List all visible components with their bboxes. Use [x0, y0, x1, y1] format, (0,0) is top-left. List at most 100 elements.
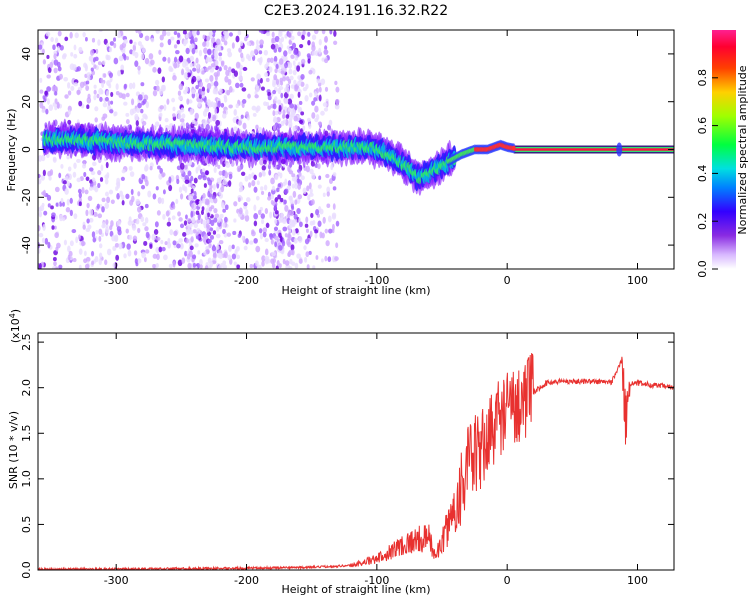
noise-speck	[105, 226, 109, 234]
noise-speck	[172, 113, 176, 118]
noise-speck	[220, 200, 224, 208]
colorbar-tick-label: 0.8	[696, 69, 709, 87]
noise-speck	[84, 263, 90, 269]
ridge-mark	[616, 142, 623, 157]
noise-speck	[318, 94, 322, 102]
noise-speck	[141, 120, 147, 126]
chart-title: C2E3.2024.191.16.32.R22	[264, 3, 448, 19]
noise-speck	[256, 73, 261, 81]
noise-speck	[54, 105, 58, 111]
noise-speck	[205, 249, 210, 255]
noise-speck	[54, 186, 60, 193]
noise-speck	[183, 59, 187, 64]
noise-speck	[137, 65, 141, 71]
noise-speck	[288, 68, 293, 75]
noise-speck	[213, 53, 218, 61]
noise-speck	[63, 239, 68, 246]
noise-speck	[83, 250, 87, 257]
noise-speck	[168, 176, 172, 184]
noise-speck	[126, 243, 131, 250]
noise-speck	[238, 75, 243, 81]
noise-speck	[46, 86, 52, 92]
noise-speck	[218, 189, 222, 196]
spectrogram-y-tick-label: 40	[20, 47, 33, 61]
noise-speck	[76, 66, 81, 72]
noise-speck	[178, 83, 184, 91]
noise-speck	[155, 186, 159, 191]
noise-speck	[177, 211, 181, 217]
noise-speck	[85, 80, 90, 85]
noise-speck	[281, 240, 286, 247]
noise-speck	[40, 174, 45, 181]
noise-speck	[285, 76, 290, 82]
noise-speck	[86, 218, 90, 224]
noise-speck	[159, 167, 163, 174]
noise-speck	[237, 233, 242, 238]
noise-speck	[123, 39, 128, 44]
noise-speck	[41, 108, 46, 114]
noise-speck	[300, 175, 305, 181]
noise-speck	[318, 39, 322, 46]
noise-speck	[204, 213, 208, 221]
noise-speck	[140, 216, 145, 223]
noise-speck	[217, 100, 221, 108]
noise-speck	[76, 89, 81, 95]
noise-speck	[172, 204, 176, 210]
noise-speck	[297, 91, 301, 98]
noise-speck	[41, 48, 45, 55]
noise-speck	[204, 265, 209, 269]
noise-speck	[314, 91, 318, 97]
noise-speck	[183, 220, 188, 226]
noise-speck	[260, 86, 265, 91]
noise-speck	[177, 259, 183, 267]
noise-speck	[64, 94, 69, 99]
noise-speck	[327, 256, 332, 263]
noise-speck	[253, 220, 258, 227]
noise-speck	[250, 77, 255, 82]
noise-speck	[270, 258, 275, 264]
noise-speck	[152, 263, 156, 269]
noise-speck	[102, 221, 106, 228]
noise-speck	[303, 245, 307, 251]
noise-speck	[196, 30, 200, 36]
noise-speck	[191, 47, 196, 55]
snr-y-multiplier-exp: 4	[8, 313, 17, 318]
noise-speck	[290, 54, 295, 60]
noise-speck	[52, 257, 57, 262]
noise-speck	[66, 154, 70, 160]
noise-speck	[205, 40, 210, 48]
noise-speck	[50, 37, 54, 43]
noise-speck	[312, 265, 316, 269]
noise-speck	[266, 57, 271, 63]
noise-speck	[123, 253, 127, 259]
noise-speck	[143, 257, 147, 263]
noise-speck	[144, 226, 149, 232]
noise-speck	[38, 206, 43, 212]
noise-speck	[55, 202, 59, 207]
noise-speck	[296, 253, 301, 259]
noise-speck	[298, 100, 303, 106]
noise-speck	[88, 55, 94, 62]
noise-speck	[325, 173, 330, 179]
noise-speck	[264, 208, 269, 215]
noise-speck	[43, 98, 47, 103]
noise-speck	[177, 113, 182, 120]
noise-speck	[95, 229, 99, 235]
noise-speck	[304, 223, 309, 228]
noise-speck	[322, 102, 328, 107]
noise-speck	[253, 48, 258, 55]
noise-speck	[301, 34, 305, 41]
noise-speck	[212, 88, 217, 95]
snr-x-tick-label: 100	[627, 574, 648, 587]
noise-speck	[104, 178, 109, 185]
noise-speck	[294, 55, 299, 61]
noise-speck	[231, 42, 235, 49]
noise-speck	[192, 262, 196, 268]
noise-speck	[284, 204, 289, 212]
noise-speck	[293, 48, 298, 56]
noise-speck	[128, 234, 133, 241]
noise-speck	[130, 188, 134, 196]
noise-speck	[121, 200, 125, 206]
noise-speck	[278, 244, 283, 251]
noise-speck	[233, 201, 238, 207]
